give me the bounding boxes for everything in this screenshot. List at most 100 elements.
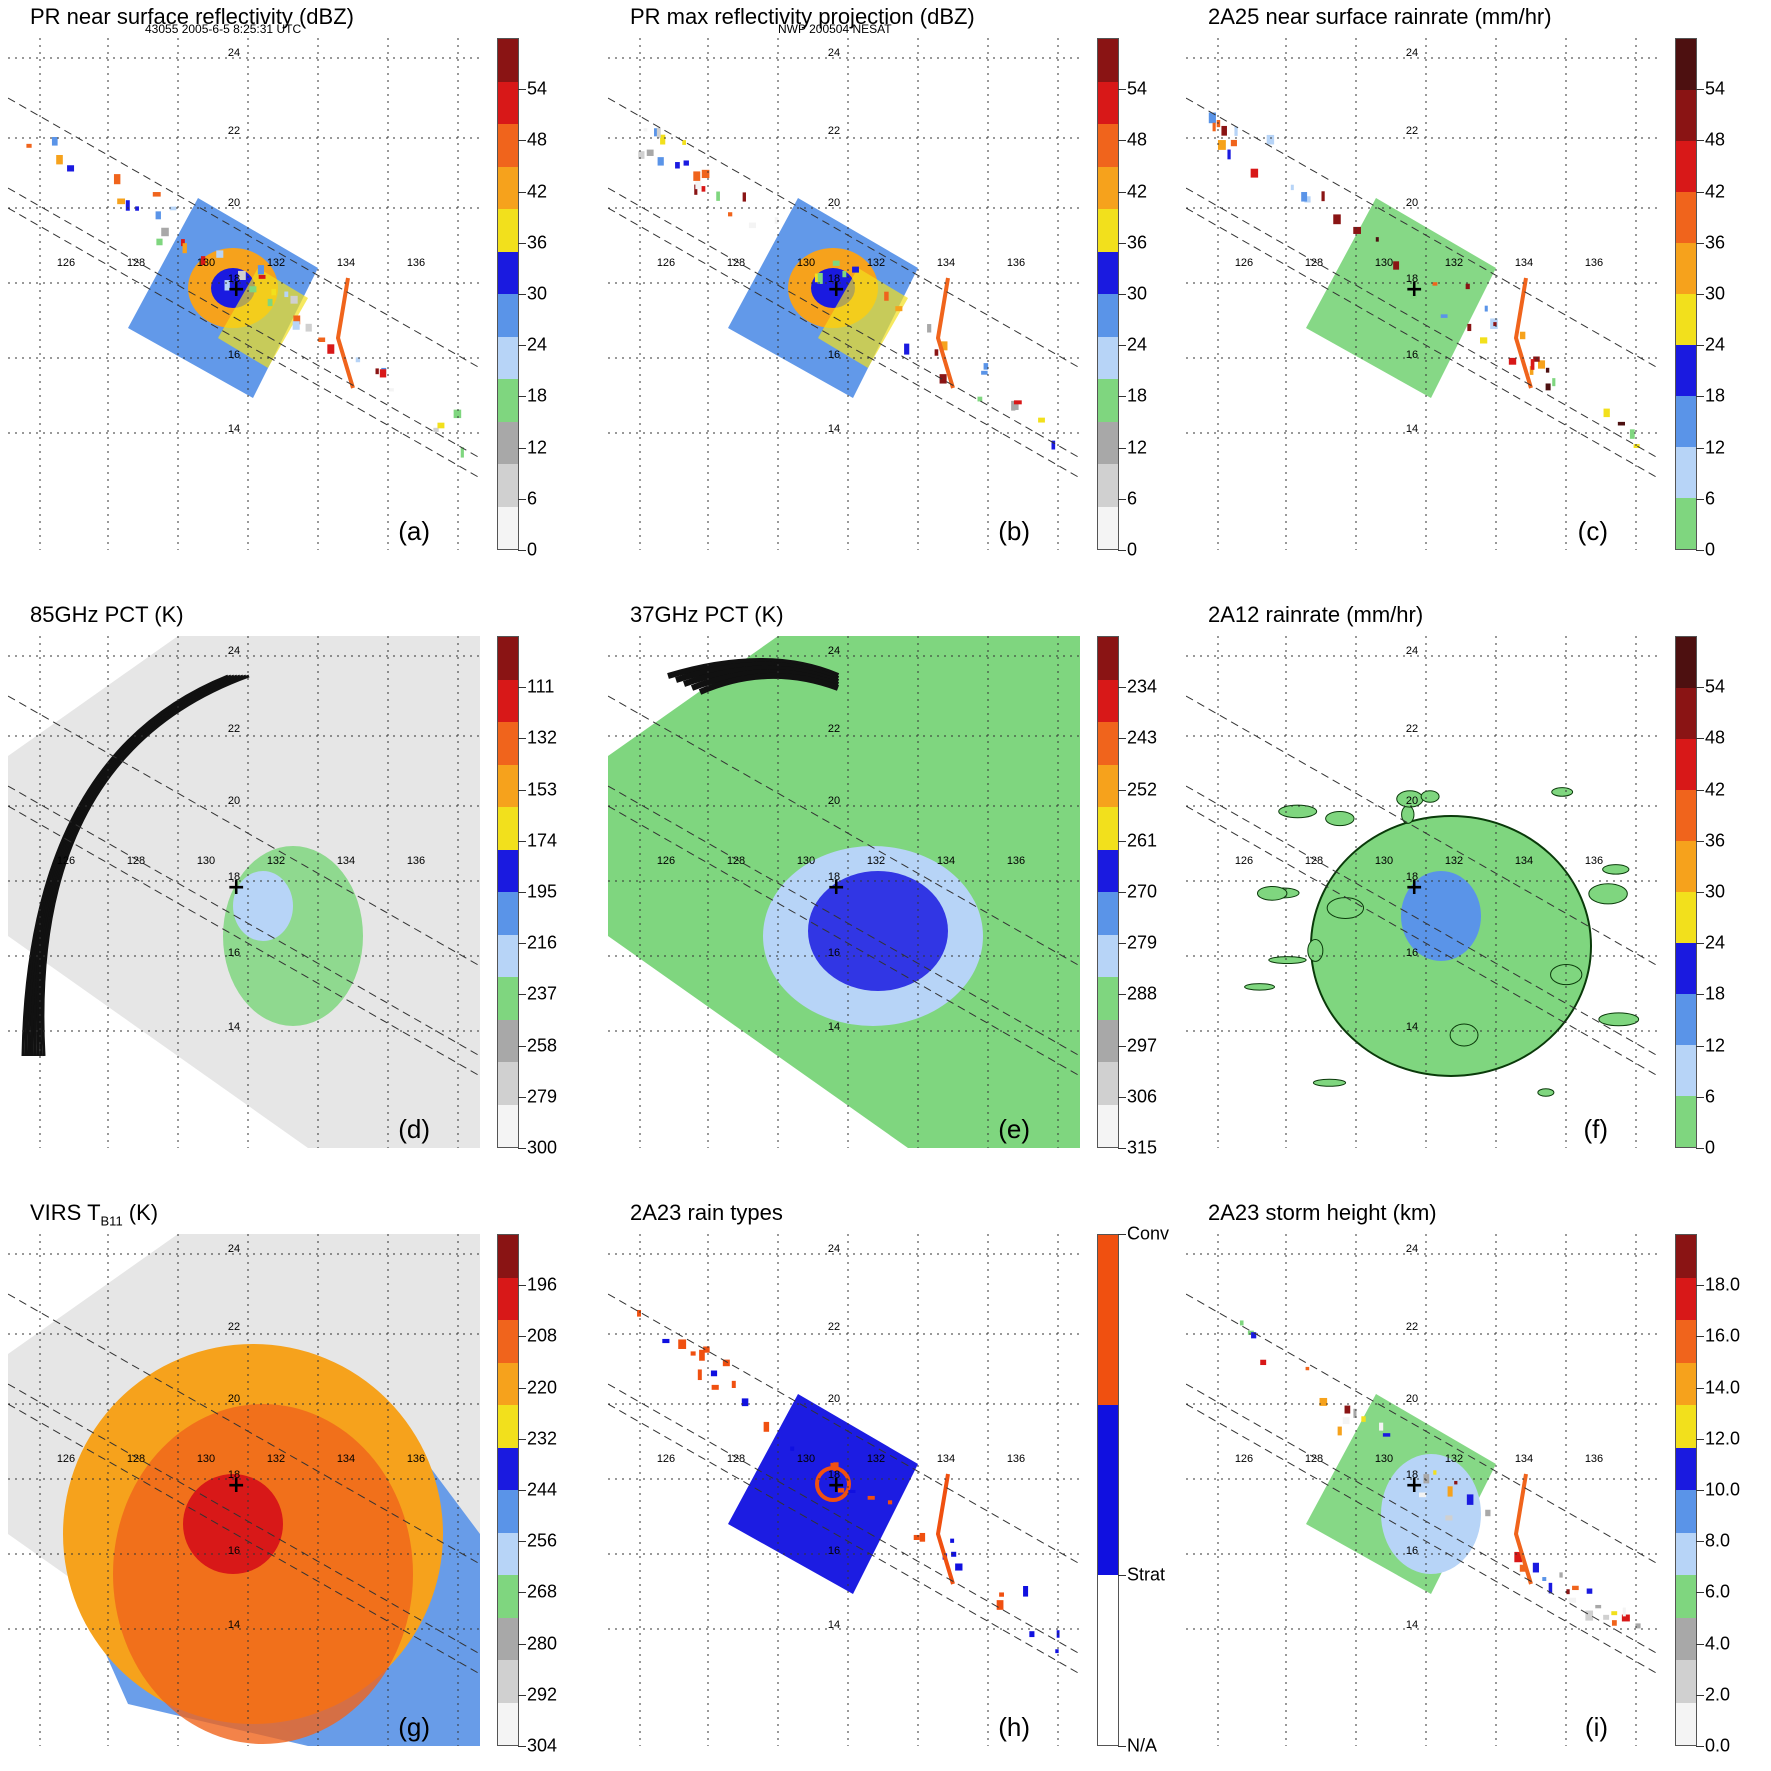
storm-center-marker: +	[827, 277, 845, 302]
colorbar-tick-label: 36	[1705, 830, 1726, 851]
map-f: 126 128 130 132 134 136 24 22 20 18 16 14 +	[1186, 636, 1658, 1148]
colorbar-tick-label: 216	[527, 932, 558, 953]
lat-label: 14	[1406, 1619, 1418, 1631]
colorbar-tick-mark	[518, 1148, 526, 1149]
panel-label: (a)	[398, 516, 430, 546]
map-g: 126 128 130 132 134 136 24 22 20 18 16 14 +	[8, 1234, 480, 1746]
colorbar-tick-mark	[1118, 994, 1126, 996]
panel-title-text: PR near surface reflectivity (dBZ)	[30, 4, 354, 29]
panel-title: PR max reflectivity projection (dBZ)	[630, 4, 975, 30]
colorbar-tick-label: 48	[1705, 727, 1726, 748]
colorbar-tick-label: 54	[527, 78, 548, 99]
lat-label: 22	[1406, 125, 1418, 137]
colorbar-tick-mark	[518, 550, 526, 551]
panel-title: 2A23 storm height (km)	[1208, 1200, 1437, 1226]
colorbar-tick-label: 6	[1705, 1086, 1716, 1107]
colorbar-tick-mark	[518, 345, 526, 347]
lat-label: 18	[228, 273, 240, 285]
colorbar-segment	[498, 1660, 518, 1703]
lat-label: 16	[828, 947, 840, 959]
colorbar-segment	[1098, 1104, 1118, 1147]
lat-label: 22	[1406, 1321, 1418, 1333]
colorbar-tick-label: 4.0	[1705, 1633, 1731, 1654]
colorbar-segment	[1098, 637, 1118, 680]
colorbar	[1675, 636, 1697, 1148]
lon-label: 128	[1305, 1453, 1323, 1465]
colorbar-tick-label: 132	[527, 727, 558, 748]
colorbar-ticks: 300 279 258 237 216 195 174 153 132 111	[518, 636, 587, 1158]
colorbar-tick-mark	[1118, 892, 1126, 893]
colorbar-tick-mark	[1696, 1336, 1704, 1338]
lon-label: 132	[1445, 257, 1463, 269]
lon-label: 126	[1235, 1453, 1253, 1465]
lon-label: 126	[57, 855, 75, 867]
lat-label: 22	[228, 1321, 240, 1333]
colorbar-tick-label: 42	[1705, 181, 1726, 202]
colorbar-tick-mark	[1696, 396, 1704, 398]
map-h: 126 128 130 132 134 136 24 22 20 18 16 14 +	[608, 1234, 1080, 1746]
lon-label: 130	[197, 855, 215, 867]
colorbar-segment	[1098, 506, 1118, 549]
colorbar-tick-label: 261	[1127, 830, 1158, 851]
colorbar-segment	[1676, 1320, 1696, 1363]
colorbar-tick-mark	[1118, 1234, 1126, 1235]
colorbar-segment	[498, 1532, 518, 1575]
colorbar-segment	[1676, 994, 1696, 1045]
colorbar-segment	[1098, 421, 1118, 464]
colorbar-segment	[1676, 1617, 1696, 1660]
colorbar-tick-label: 54	[1705, 676, 1726, 697]
colorbar-segment	[498, 421, 518, 464]
colorbar-tick-mark	[518, 1285, 526, 1287]
colorbar-segment	[498, 1575, 518, 1618]
colorbar-segment	[498, 1702, 518, 1745]
lon-label: 136	[407, 257, 425, 269]
colorbar-ticks: 0 6 12 18 24 30 36 42 48 54	[1696, 38, 1765, 560]
lat-label: 20	[228, 197, 240, 209]
colorbar-segment	[1098, 379, 1118, 422]
colorbar-segment	[498, 294, 518, 337]
colorbar-segment	[1676, 1235, 1696, 1278]
colorbar-tick-mark	[518, 191, 526, 193]
colorbar-segment	[1098, 336, 1118, 379]
colorbar-tick-label: 0	[1127, 539, 1138, 560]
colorbar-segment	[1098, 892, 1118, 935]
colorbar-tick-mark	[1118, 687, 1126, 689]
map-canvas: 126 128 130 132 134 136 24 22 20 18 16 14 +	[1186, 1234, 1658, 1746]
lat-label: 18	[228, 871, 240, 883]
colorbar-segment	[1098, 124, 1118, 167]
colorbar-tick-mark	[1696, 1592, 1704, 1594]
colorbar-tick-mark	[518, 1541, 526, 1543]
colorbar-tick-label: 258	[527, 1035, 558, 1056]
colorbar-tick-mark	[518, 994, 526, 996]
colorbar-segment	[1676, 688, 1696, 739]
lat-label: 20	[1406, 795, 1418, 807]
colorbar-tick-mark	[518, 943, 526, 945]
colorbar-tick-mark	[518, 1438, 526, 1440]
lat-label: 14	[828, 423, 840, 435]
map-c: 126 128 130 132 134 136 24 22 20 18 16 14 +	[1186, 38, 1658, 550]
lon-label: 126	[57, 257, 75, 269]
colorbar-tick-label: 195	[527, 881, 558, 902]
colorbar-ticks: 0 6 12 18 24 30 36 42 48 54	[518, 38, 587, 560]
colorbar-segment	[1098, 722, 1118, 765]
colorbar-tick-mark	[518, 242, 526, 244]
colorbar-tick-mark	[518, 687, 526, 689]
colorbar-ticks: 0.0 2.0 4.0 6.0 8.0 10.0 12.0 14.0 16.0 18.0	[1696, 1234, 1765, 1756]
colorbar-tick-label: 232	[527, 1428, 558, 1449]
colorbar-segment	[1098, 209, 1118, 252]
map-canvas: 126 128 130 132 134 136 24 22 20 18 16 14 +	[1186, 38, 1658, 550]
map-canvas: 126 128 130 132 134 136 24 22 20 18 16 14 +	[608, 38, 1080, 550]
colorbar-segment	[498, 81, 518, 124]
colorbar-segment	[498, 934, 518, 977]
panel-b: 126 128 130 132 134 136 24 22 20 18 16 14 + PR max re…	[600, 0, 1147, 560]
colorbar-tick-mark	[1118, 191, 1126, 193]
colorbar-tick-mark	[1696, 1387, 1704, 1389]
colorbar-tick-mark	[1118, 1575, 1126, 1577]
lat-label: 14	[1406, 1021, 1418, 1033]
colorbar-segment	[1676, 498, 1696, 549]
colorbar-tick-label: 243	[1127, 727, 1158, 748]
colorbar-tick-label: 12	[1127, 437, 1148, 458]
lat-label: 18	[1406, 1469, 1418, 1481]
colorbar-tick-mark	[1696, 89, 1704, 91]
storm-center-marker: +	[227, 875, 245, 900]
